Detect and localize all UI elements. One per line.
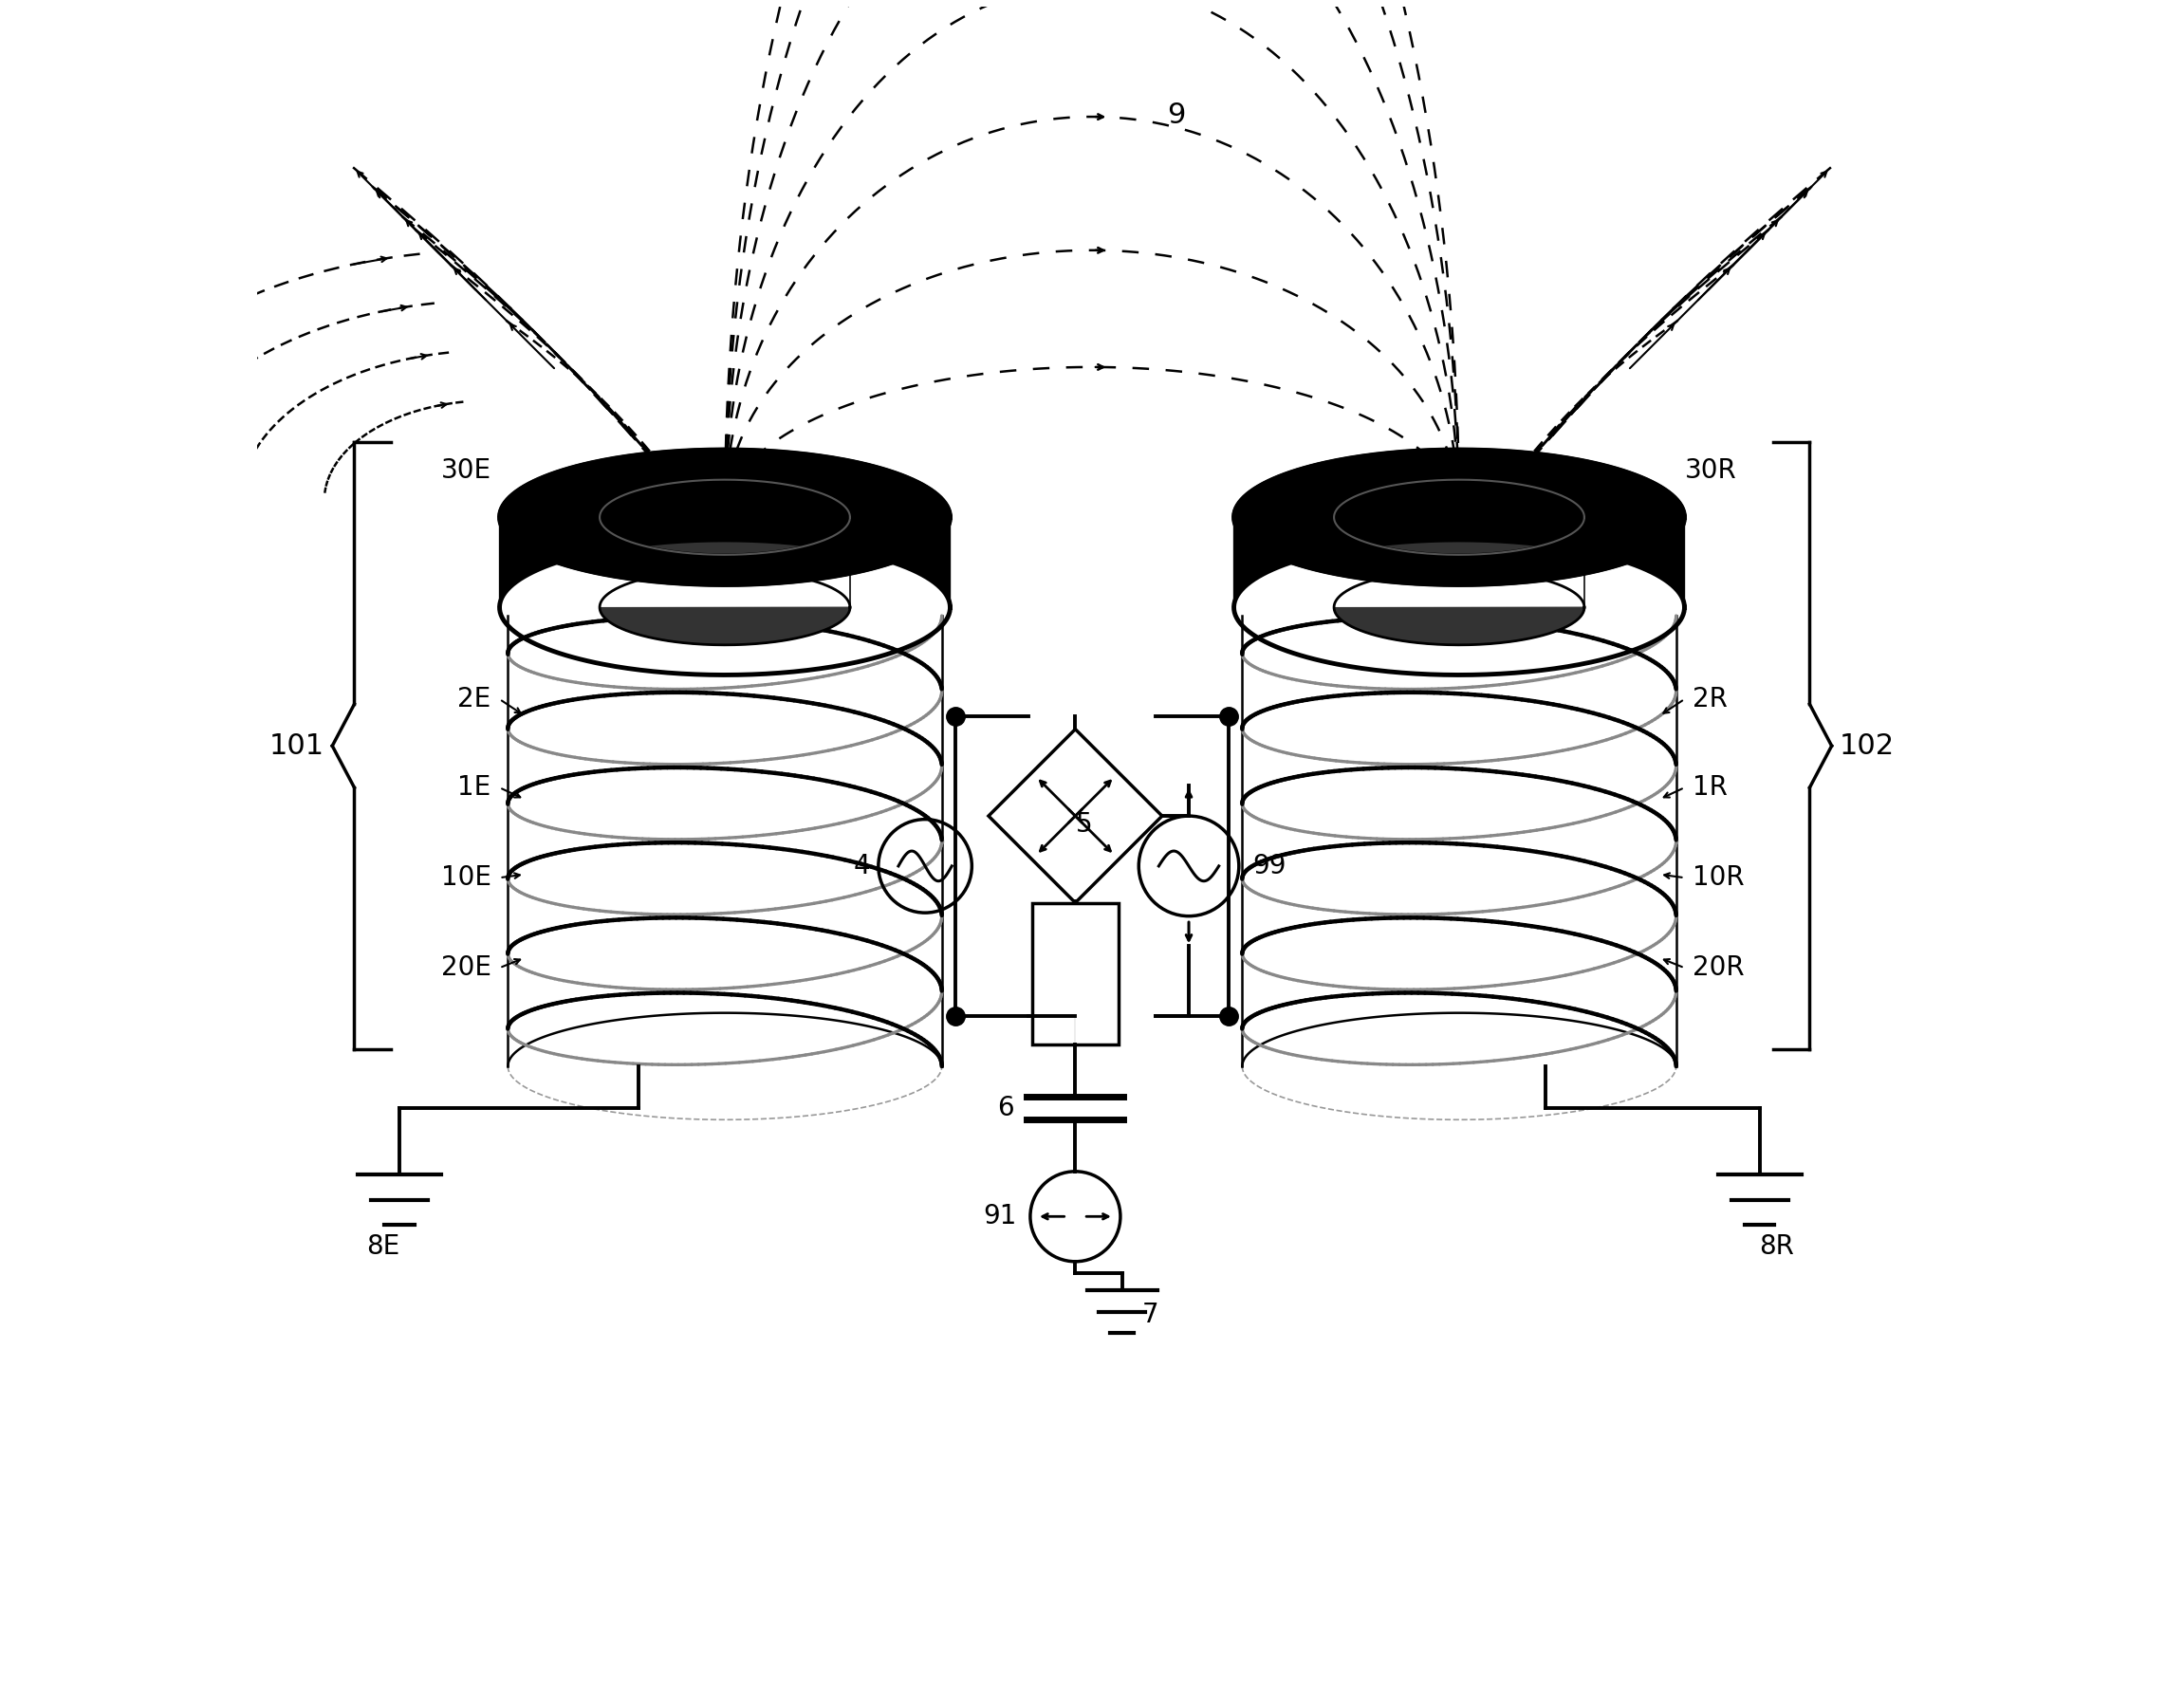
Text: 102: 102 — [1839, 732, 1896, 760]
Polygon shape — [601, 518, 850, 644]
Text: 7: 7 — [1142, 1302, 1160, 1329]
Polygon shape — [1334, 518, 1583, 644]
Text: 9: 9 — [1166, 101, 1186, 130]
Polygon shape — [1234, 449, 1684, 518]
Bar — [1031, 903, 1118, 1045]
Polygon shape — [500, 449, 950, 585]
Text: 1R: 1R — [1693, 774, 1728, 801]
Text: 30E: 30E — [441, 458, 491, 484]
Polygon shape — [500, 449, 950, 518]
Text: 8E: 8E — [367, 1233, 400, 1260]
Polygon shape — [500, 449, 950, 607]
Text: 5: 5 — [1075, 811, 1092, 838]
Text: 6: 6 — [996, 1095, 1013, 1122]
Polygon shape — [1234, 449, 1684, 607]
Text: 1E: 1E — [459, 774, 491, 801]
Polygon shape — [1234, 449, 1684, 585]
Text: 30R: 30R — [1684, 458, 1736, 484]
Text: 2E: 2E — [459, 686, 491, 713]
Text: 99: 99 — [1251, 853, 1286, 880]
Text: 2R: 2R — [1693, 686, 1728, 713]
Text: 10E: 10E — [441, 865, 491, 891]
Text: 91: 91 — [983, 1203, 1018, 1230]
Text: 20R: 20R — [1693, 955, 1745, 981]
Text: 20E: 20E — [441, 955, 491, 981]
Text: 4: 4 — [854, 853, 869, 880]
Text: 10R: 10R — [1693, 865, 1745, 891]
Text: 101: 101 — [269, 732, 323, 760]
Text: 8R: 8R — [1758, 1233, 1793, 1260]
